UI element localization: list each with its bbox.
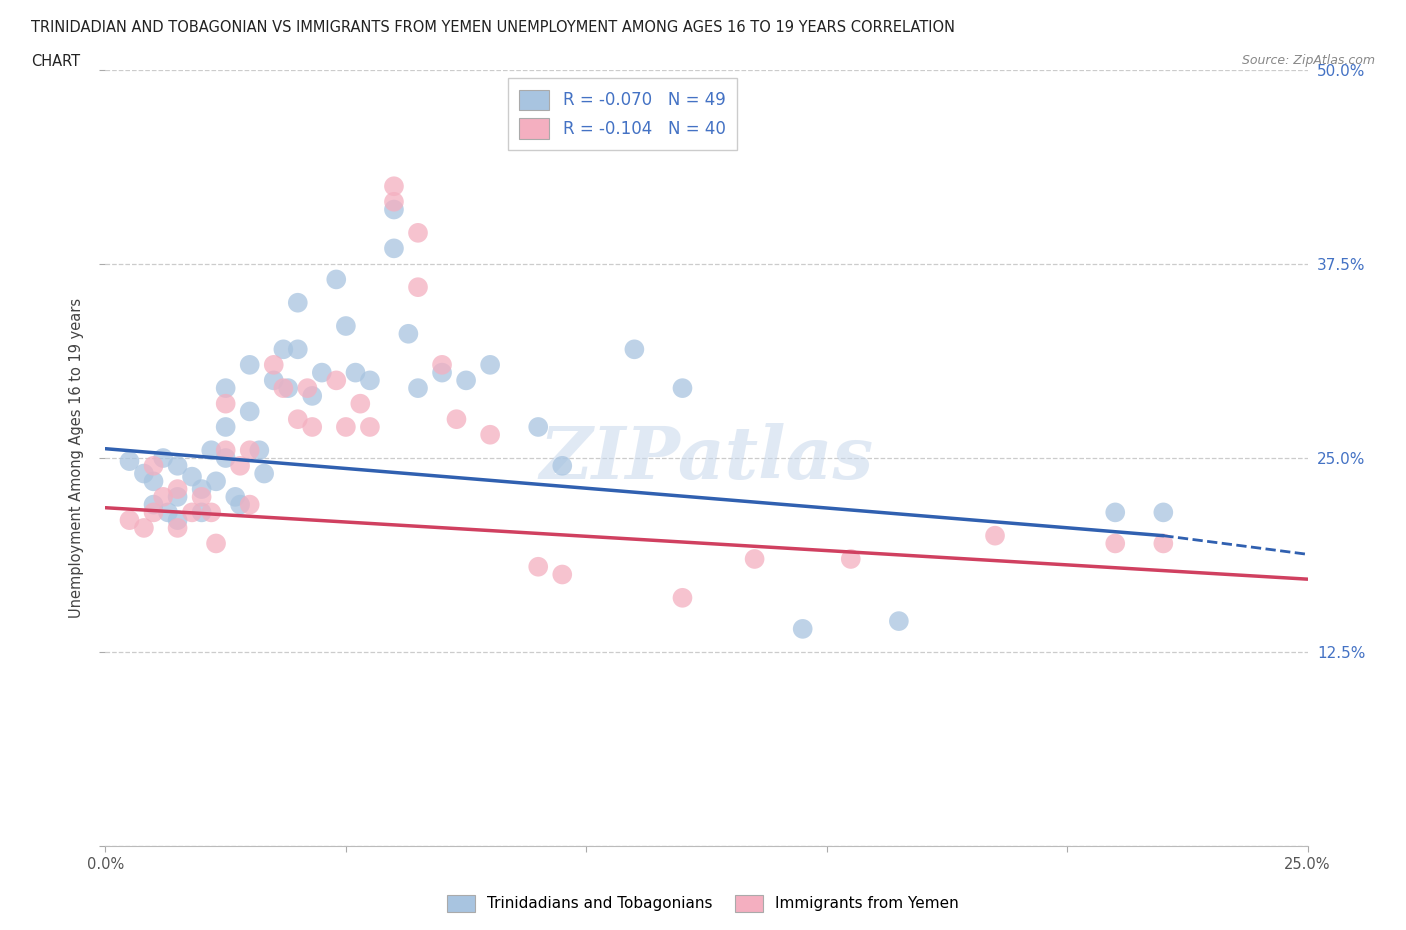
Point xyxy=(301,419,323,434)
Point xyxy=(382,241,405,256)
Point xyxy=(205,474,228,489)
Point xyxy=(277,380,299,395)
Point xyxy=(551,458,574,473)
Point xyxy=(744,551,766,566)
Point xyxy=(1152,536,1174,551)
Point xyxy=(200,505,222,520)
Point xyxy=(297,380,319,395)
Point xyxy=(839,551,862,566)
Point xyxy=(349,396,371,411)
Point xyxy=(239,357,262,372)
Point xyxy=(335,319,357,334)
Point xyxy=(479,357,502,372)
Point xyxy=(430,365,453,380)
Point xyxy=(118,454,141,469)
Point xyxy=(287,296,309,311)
Point xyxy=(166,458,188,473)
Point xyxy=(142,458,165,473)
Point xyxy=(984,528,1007,543)
Point xyxy=(263,357,285,372)
Point xyxy=(166,489,188,504)
Point xyxy=(142,498,165,512)
Point xyxy=(287,412,309,427)
Legend: Trinidadians and Tobagonians, Immigrants from Yemen: Trinidadians and Tobagonians, Immigrants… xyxy=(441,889,965,918)
Point xyxy=(887,614,910,629)
Point xyxy=(273,380,295,395)
Point xyxy=(132,521,155,536)
Point xyxy=(214,380,236,395)
Point xyxy=(166,521,188,536)
Point xyxy=(190,505,212,520)
Text: CHART: CHART xyxy=(31,54,80,69)
Point xyxy=(382,194,405,209)
Point xyxy=(156,505,179,520)
Point xyxy=(671,591,693,605)
Point xyxy=(166,512,188,527)
Point xyxy=(142,474,165,489)
Point xyxy=(446,412,468,427)
Point xyxy=(335,419,357,434)
Point xyxy=(273,342,295,357)
Point xyxy=(382,179,405,193)
Point xyxy=(190,482,212,497)
Point xyxy=(406,280,429,295)
Point xyxy=(527,559,550,574)
Point xyxy=(190,489,212,504)
Point xyxy=(1104,505,1126,520)
Point xyxy=(430,357,453,372)
Point xyxy=(152,451,174,466)
Legend: R = -0.070   N = 49, R = -0.104   N = 40: R = -0.070 N = 49, R = -0.104 N = 40 xyxy=(508,78,737,151)
Point xyxy=(1104,536,1126,551)
Point xyxy=(454,373,477,388)
Point xyxy=(311,365,333,380)
Point xyxy=(792,621,814,636)
Point xyxy=(229,498,252,512)
Point xyxy=(359,419,381,434)
Point xyxy=(181,505,204,520)
Point xyxy=(239,498,262,512)
Text: ZIPatlas: ZIPatlas xyxy=(540,422,873,494)
Point xyxy=(152,489,174,504)
Point xyxy=(396,326,419,341)
Point xyxy=(479,427,502,442)
Point xyxy=(406,380,429,395)
Point xyxy=(247,443,270,458)
Point xyxy=(527,419,550,434)
Point xyxy=(181,470,204,485)
Point xyxy=(229,458,252,473)
Point xyxy=(166,482,188,497)
Point xyxy=(239,443,262,458)
Point xyxy=(301,389,323,404)
Point xyxy=(551,567,574,582)
Point xyxy=(142,505,165,520)
Point xyxy=(287,342,309,357)
Point xyxy=(359,373,381,388)
Point xyxy=(253,466,276,481)
Point xyxy=(224,489,246,504)
Text: TRINIDADIAN AND TOBAGONIAN VS IMMIGRANTS FROM YEMEN UNEMPLOYMENT AMONG AGES 16 T: TRINIDADIAN AND TOBAGONIAN VS IMMIGRANTS… xyxy=(31,20,955,35)
Y-axis label: Unemployment Among Ages 16 to 19 years: Unemployment Among Ages 16 to 19 years xyxy=(69,298,84,618)
Point xyxy=(344,365,367,380)
Point xyxy=(200,443,222,458)
Point xyxy=(382,202,405,217)
Point xyxy=(671,380,693,395)
Point xyxy=(239,404,262,418)
Point xyxy=(263,373,285,388)
Text: Source: ZipAtlas.com: Source: ZipAtlas.com xyxy=(1241,54,1375,67)
Point xyxy=(406,225,429,240)
Point xyxy=(1152,505,1174,520)
Point xyxy=(325,373,347,388)
Point xyxy=(118,512,141,527)
Point xyxy=(205,536,228,551)
Point xyxy=(214,451,236,466)
Point xyxy=(214,396,236,411)
Point xyxy=(132,466,155,481)
Point xyxy=(214,419,236,434)
Point xyxy=(623,342,645,357)
Point xyxy=(325,272,347,286)
Point xyxy=(214,443,236,458)
